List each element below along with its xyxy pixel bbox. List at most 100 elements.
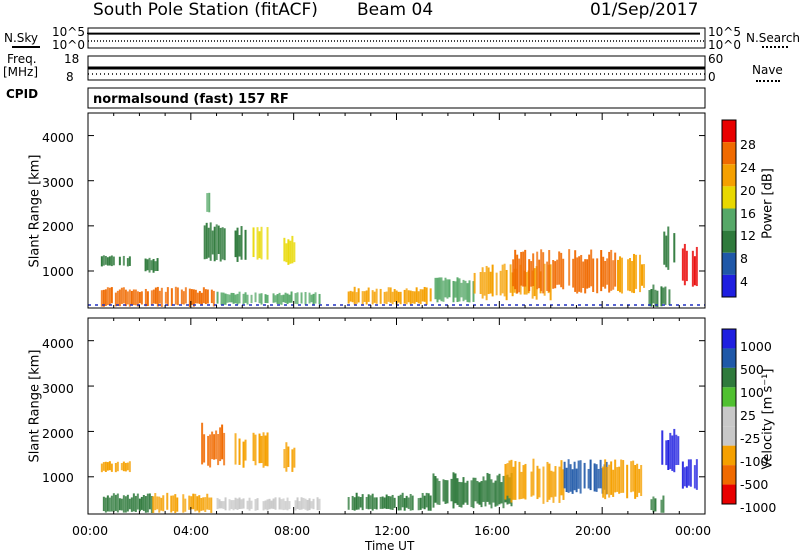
- power-ytick: 2000: [42, 219, 74, 234]
- freq-label: Freq.: [7, 52, 37, 66]
- date-label: 01/Sep/2017: [590, 0, 699, 20]
- nave-tick-top: 60: [708, 52, 724, 66]
- power-region: [663, 226, 676, 270]
- velocity-cbar-tick: 1000: [740, 339, 772, 354]
- power-region: [206, 192, 211, 213]
- power-region: [216, 291, 321, 305]
- power-region: [648, 284, 671, 308]
- power-colorbar-cell: [722, 208, 736, 231]
- power-region: [512, 249, 617, 294]
- power-colorbar-cell: [722, 164, 736, 187]
- velocity-colorbar-cell: [722, 348, 736, 368]
- power-region: [234, 226, 247, 262]
- velocity-cbar-tick: -100: [740, 454, 769, 469]
- power-colorbar-cell: [722, 230, 736, 253]
- xtick: 20:00: [575, 523, 612, 538]
- velocity-region: [661, 428, 680, 473]
- velocity-ytick: 2000: [42, 426, 74, 441]
- freq-unit: [MHz]: [3, 65, 39, 79]
- freq-tick-top: 18: [64, 52, 80, 66]
- power-cbar-tick: 28: [740, 137, 756, 152]
- beam-label: Beam 04: [357, 0, 434, 20]
- velocity-colorbar-cell: [722, 387, 736, 407]
- nsky-label: N.Sky: [4, 31, 39, 45]
- power-region: [100, 255, 131, 267]
- velocity-colorbar-frame: [721, 328, 737, 505]
- velocity-colorbar-cell: [722, 465, 736, 485]
- power-ytick: 3000: [42, 175, 74, 190]
- power-cbar-tick: 8: [740, 251, 748, 266]
- power-colorbar-cell: [722, 274, 736, 297]
- power-region: [617, 253, 646, 294]
- power-cbar-tick: 20: [740, 183, 756, 198]
- cpid-value: normalsound (fast) 157 RF: [93, 92, 289, 107]
- velocity-cbar-tick: -25: [740, 431, 761, 446]
- velocity-cbar-tick: 500: [740, 362, 764, 377]
- xtick: 12:00: [374, 523, 411, 538]
- nsearch-legend-line: [762, 46, 788, 48]
- velocity-colorbar-cell: [722, 445, 736, 466]
- power-region: [434, 277, 475, 303]
- power-region: [347, 286, 432, 305]
- velocity-region: [216, 497, 321, 511]
- velocity-cbar-tick: -500: [740, 477, 769, 492]
- velocity-colorbar-cell: [722, 426, 736, 446]
- velocity-colorbar-cell: [722, 329, 736, 349]
- velocity-colorbar-cell: [722, 406, 736, 427]
- velocity-ytick: 3000: [42, 381, 74, 396]
- velocity-region: [650, 495, 665, 513]
- velocity-region: [283, 442, 296, 472]
- nsearch-tick-top: 10^5: [708, 25, 741, 39]
- velocity-region: [102, 493, 153, 513]
- nsearch-tick-bottom: 10^0: [708, 38, 741, 52]
- nave-legend-line: [756, 80, 780, 82]
- velocity-cbar-tick: 100: [740, 385, 764, 400]
- power-cbar-tick: 16: [740, 206, 756, 221]
- xtick: 00:00: [675, 523, 712, 538]
- power-region: [681, 243, 698, 287]
- power-ytick: 4000: [42, 130, 74, 145]
- xtick: 08:00: [274, 523, 311, 538]
- velocity-region: [100, 461, 131, 473]
- velocity-ytick: 4000: [42, 336, 74, 351]
- power-cbar-tick: 4: [740, 274, 748, 289]
- velocity-region: [602, 459, 643, 500]
- velocity-region: [347, 492, 432, 511]
- power-cbar-tick: 12: [740, 228, 756, 243]
- velocity-colorbar-cell: [722, 484, 736, 504]
- velocity-region: [252, 432, 269, 468]
- power-ytick: 1000: [42, 264, 74, 279]
- velocity-cbar-tick: 25: [740, 408, 756, 423]
- velocity-region: [234, 433, 247, 468]
- velocity-cbar-tick: -1000: [740, 500, 777, 515]
- nsky-tick-top: 10^5: [52, 25, 85, 39]
- velocity-region: [152, 492, 213, 514]
- power-cbar-tick: 24: [740, 160, 756, 175]
- power-colorbar-cell: [722, 186, 736, 209]
- station-title: South Pole Station (fitACF): [93, 0, 318, 20]
- strip-frame: [87, 87, 706, 109]
- power-colorbar-cell: [722, 142, 736, 165]
- xlabel: Time UT: [365, 539, 415, 553]
- cpid-label: CPID: [6, 87, 39, 101]
- power-colorbar-cell: [722, 120, 736, 143]
- power-colorbar-cell: [722, 252, 736, 275]
- power-region: [144, 257, 159, 273]
- xtick: 04:00: [173, 523, 210, 538]
- velocity-region: [504, 458, 565, 504]
- velocity-colorbar-cell: [722, 367, 736, 388]
- velocity-region: [432, 472, 513, 509]
- nsky-legend-line: [12, 46, 40, 48]
- power-colorbar-frame: [721, 119, 737, 298]
- nsearch-label: N.Search: [746, 31, 800, 45]
- power-region: [252, 226, 269, 260]
- freq-tick-bottom: 8: [66, 70, 74, 84]
- xtick: 00:00: [72, 523, 109, 538]
- power-region: [203, 222, 226, 262]
- power-region: [100, 286, 215, 307]
- power-region: [283, 235, 296, 265]
- strip-frame: [87, 27, 706, 49]
- nsky-tick-bottom: 10^0: [52, 38, 85, 52]
- velocity-ytick: 1000: [42, 470, 74, 485]
